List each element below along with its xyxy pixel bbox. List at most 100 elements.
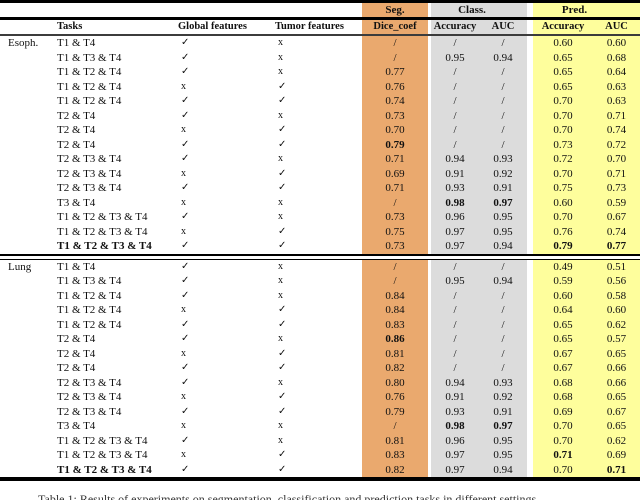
table-row: T2 & T4 ✓ ✓ 0.79//0.73 0.72 xyxy=(0,137,640,152)
pred-accuracy-value: 0.68 xyxy=(533,390,593,405)
task-cell: T1 & T2 & T3 & T4 xyxy=(57,463,152,476)
group-header-pred: Pred. xyxy=(533,3,640,17)
section-label xyxy=(0,434,55,449)
task-cell: T1 & T2 & T4 xyxy=(57,95,122,107)
section-label xyxy=(0,51,55,66)
class-auc-value: 0.92 xyxy=(479,166,527,181)
task-cell: T1 & T2 & T3 & T4 xyxy=(57,434,148,447)
section-label xyxy=(0,390,55,405)
table-row: T3 & T4 x x /0.98 0.97 0.60 0.59 xyxy=(0,195,640,210)
dice-coef-value: 0.84 xyxy=(362,303,428,318)
pred-auc-value: 0.71 xyxy=(593,166,640,181)
tumor-feature-mark: ✓ xyxy=(278,182,287,193)
task-cell: T1 & T4 xyxy=(57,260,96,273)
tumor-feature-mark: x xyxy=(278,260,283,272)
table-row: T2 & T3 & T4 x ✓ 0.76 0.91 0.92 0.68 0.65 xyxy=(0,390,640,405)
section-label xyxy=(0,152,55,167)
table-row: T2 & T4 ✓ x 0.73//0.70 0.71 xyxy=(0,108,640,123)
dice-coef-value: 0.82 xyxy=(362,462,428,477)
section-label xyxy=(0,80,55,95)
table-row: T1 & T2 & T4 ✓ ✓ 0.74//0.70 0.63 xyxy=(0,94,640,109)
pred-auc-value: 0.56 xyxy=(593,274,640,289)
group-header-spacer xyxy=(0,3,362,17)
pred-auc-value: 0.63 xyxy=(593,94,640,109)
class-accuracy-value: 0.91 xyxy=(431,166,479,181)
pred-accuracy-value: 0.49 xyxy=(533,259,593,274)
class-auc-value: / xyxy=(479,288,527,303)
tumor-feature-mark: ✓ xyxy=(278,124,287,135)
tumor-feature-mark: x xyxy=(278,196,283,208)
pred-accuracy-value: 0.65 xyxy=(533,50,593,65)
pred-auc-value: 0.71 xyxy=(593,108,640,123)
global-feature-mark: ✓ xyxy=(181,376,190,388)
dice-coef-value: 0.79 xyxy=(362,137,428,152)
section-label xyxy=(0,239,55,254)
global-feature-mark: x xyxy=(181,347,186,359)
table-row: T3 & T4 x x /0.98 0.97 0.70 0.65 xyxy=(0,419,640,434)
tumor-feature-mark: ✓ xyxy=(278,167,287,179)
dice-coef-value: 0.71 xyxy=(362,152,428,167)
global-feature-mark: ✓ xyxy=(181,260,190,272)
class-accuracy-value: / xyxy=(431,94,479,109)
pred-accuracy-value: 0.64 xyxy=(533,303,593,318)
pred-accuracy-value: 0.70 xyxy=(533,123,593,138)
tumor-feature-mark: ✓ xyxy=(278,80,287,92)
pred-accuracy-value: 0.67 xyxy=(533,346,593,361)
pred-accuracy-value: 0.70 xyxy=(533,94,593,109)
pred-auc-value: 0.62 xyxy=(593,317,640,332)
pred-accuracy-value: 0.75 xyxy=(533,181,593,196)
dice-coef-value: 0.77 xyxy=(362,65,428,80)
pred-accuracy-value: 0.71 xyxy=(533,448,593,463)
pred-accuracy-value: 0.60 xyxy=(533,195,593,210)
table-row: T1 & T2 & T4 ✓ ✓ 0.83//0.65 0.62 xyxy=(0,317,640,332)
dice-coef-value: 0.83 xyxy=(362,317,428,332)
pred-accuracy-value: 0.59 xyxy=(533,274,593,289)
table-row: T1 & T2 & T4 ✓ x 0.77//0.65 0.64 xyxy=(0,65,640,80)
section-label: Lung xyxy=(8,260,32,273)
pred-auc-value: 0.58 xyxy=(593,288,640,303)
tumor-feature-mark: x xyxy=(278,51,283,63)
section-divider-rule xyxy=(0,253,640,260)
global-feature-mark: ✓ xyxy=(181,333,190,344)
pred-auc-value: 0.65 xyxy=(593,419,640,434)
pred-accuracy-value: 0.65 xyxy=(533,317,593,332)
class-accuracy-value: 0.96 xyxy=(431,210,479,225)
tumor-feature-mark: ✓ xyxy=(278,347,287,359)
pred-auc-value: 0.69 xyxy=(593,448,640,463)
class-accuracy-value: / xyxy=(431,79,479,94)
pred-auc-value: 0.63 xyxy=(593,79,640,94)
pred-accuracy-value: 0.72 xyxy=(533,152,593,167)
table-column-header-row: Tasks Global features Tumor features Dic… xyxy=(0,20,640,34)
section-label xyxy=(0,274,55,289)
pred-accuracy-value: 0.70 xyxy=(533,433,593,448)
global-feature-mark: x xyxy=(181,80,186,92)
global-feature-mark: ✓ xyxy=(181,240,190,251)
class-accuracy-value: / xyxy=(431,361,479,376)
class-accuracy-value: 0.91 xyxy=(431,390,479,405)
class-accuracy-value: 0.94 xyxy=(431,152,479,167)
class-accuracy-value: 0.95 xyxy=(431,274,479,289)
global-feature-mark: ✓ xyxy=(181,95,190,106)
class-accuracy-value: 0.93 xyxy=(431,404,479,419)
table-bottom-rule xyxy=(0,477,640,481)
pred-accuracy-value: 0.70 xyxy=(533,210,593,225)
column-header-underline xyxy=(0,34,640,36)
class-accuracy-value: 0.98 xyxy=(431,195,479,210)
tumor-feature-mark: x xyxy=(278,66,283,77)
table-row: T1 & T2 & T3 & T4 ✓ ✓ 0.73 0.97 0.94 0.79 0.77 xyxy=(0,239,640,254)
global-feature-mark: x xyxy=(181,225,186,237)
pred-accuracy-value: 0.70 xyxy=(533,108,593,123)
task-cell: T1 & T3 & T4 xyxy=(57,51,122,64)
table-row: T1 & T2 & T3 & T4 x ✓ 0.75 0.97 0.95 0.76 0.74 xyxy=(0,224,640,239)
table-top-rule xyxy=(0,0,640,3)
global-feature-mark: x xyxy=(181,124,186,135)
section-label xyxy=(0,463,55,478)
section-label xyxy=(0,210,55,225)
pred-accuracy-value: 0.69 xyxy=(533,404,593,419)
table-row: T2 & T4 x ✓ 0.81//0.67 0.65 xyxy=(0,346,640,362)
class-accuracy-value: / xyxy=(431,288,479,303)
dice-coef-value: 0.84 xyxy=(362,288,428,303)
tasks-column-header: Tasks xyxy=(57,21,83,32)
section-label xyxy=(0,347,55,362)
